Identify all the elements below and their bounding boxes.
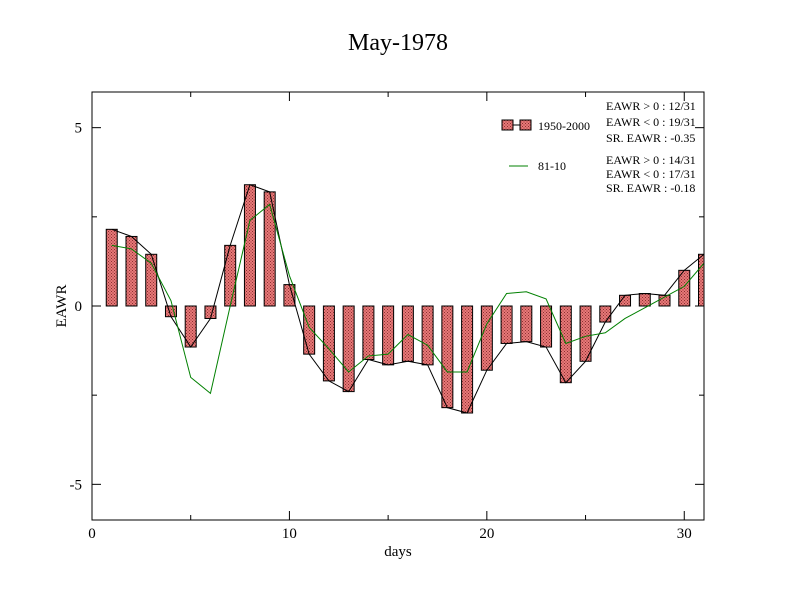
bar-day-21 [500,305,513,344]
y-tick-label: 0 [75,299,83,315]
stat-line: SR. EAWR : -0.18 [606,181,695,195]
x-tick-label: 20 [479,526,494,542]
y-axis-label: EAWR [54,285,70,328]
bar-day-1 [105,228,118,307]
x-tick-label: 30 [677,526,692,542]
bar-day-20 [480,305,493,371]
bar-day-8 [243,184,256,307]
stat-line: EAWR > 0 : 12/31 [606,99,696,113]
bar-day-14 [362,305,375,360]
plot-area [105,184,704,414]
legend: 1950-2000 81-10 [501,119,590,173]
plot-frame [91,91,705,521]
bar-day-22 [520,305,533,343]
bar-day-23 [540,305,553,348]
stats-1950-2000: EAWR > 0 : 12/31 EAWR < 0 : 19/31 SR. EA… [606,99,696,145]
bar-day-3 [145,253,158,307]
bar-day-12 [322,305,335,382]
stat-line: SR. EAWR : -0.35 [606,131,695,145]
bar-day-31 [698,253,704,307]
bar-day-15 [382,305,395,366]
bar-day-17 [421,305,434,366]
stat-line: EAWR < 0 : 19/31 [606,115,696,129]
bar-day-11 [303,305,316,355]
legend-label-1950-2000: 1950-2000 [538,119,590,133]
axis-ticks: 0 10 20 30 -5 0 5 [70,92,704,542]
y-tick-label: 5 [75,121,83,137]
legend-label-81-10: 81-10 [538,159,566,173]
bar-day-28 [638,293,651,307]
bar-day-2 [125,235,138,307]
bar-day-24 [559,305,572,384]
bar-day-26 [599,305,612,323]
x-tick-label: 0 [88,526,96,542]
stats-81-10: EAWR > 0 : 14/31 EAWR < 0 : 17/31 SR. EA… [606,153,696,195]
legend-swatch-bar-left [501,119,514,131]
x-tick-label: 10 [282,526,297,542]
bar-day-7 [224,244,237,307]
y-tick-label: -5 [70,477,83,493]
bar-day-18 [441,305,454,409]
stat-line: EAWR > 0 : 14/31 [606,153,696,167]
stat-line: EAWR < 0 : 17/31 [606,167,696,181]
legend-swatch-bar-right [519,119,532,131]
x-axis-label: days [384,544,412,560]
bar-day-19 [461,305,474,414]
bar-day-16 [401,305,414,362]
series-line-1950-2000 [111,184,704,414]
bar-day-13 [342,305,355,393]
chart-title: May-1978 [348,30,448,56]
series-line-81-10 [111,203,704,395]
bar-day-10 [283,284,296,307]
